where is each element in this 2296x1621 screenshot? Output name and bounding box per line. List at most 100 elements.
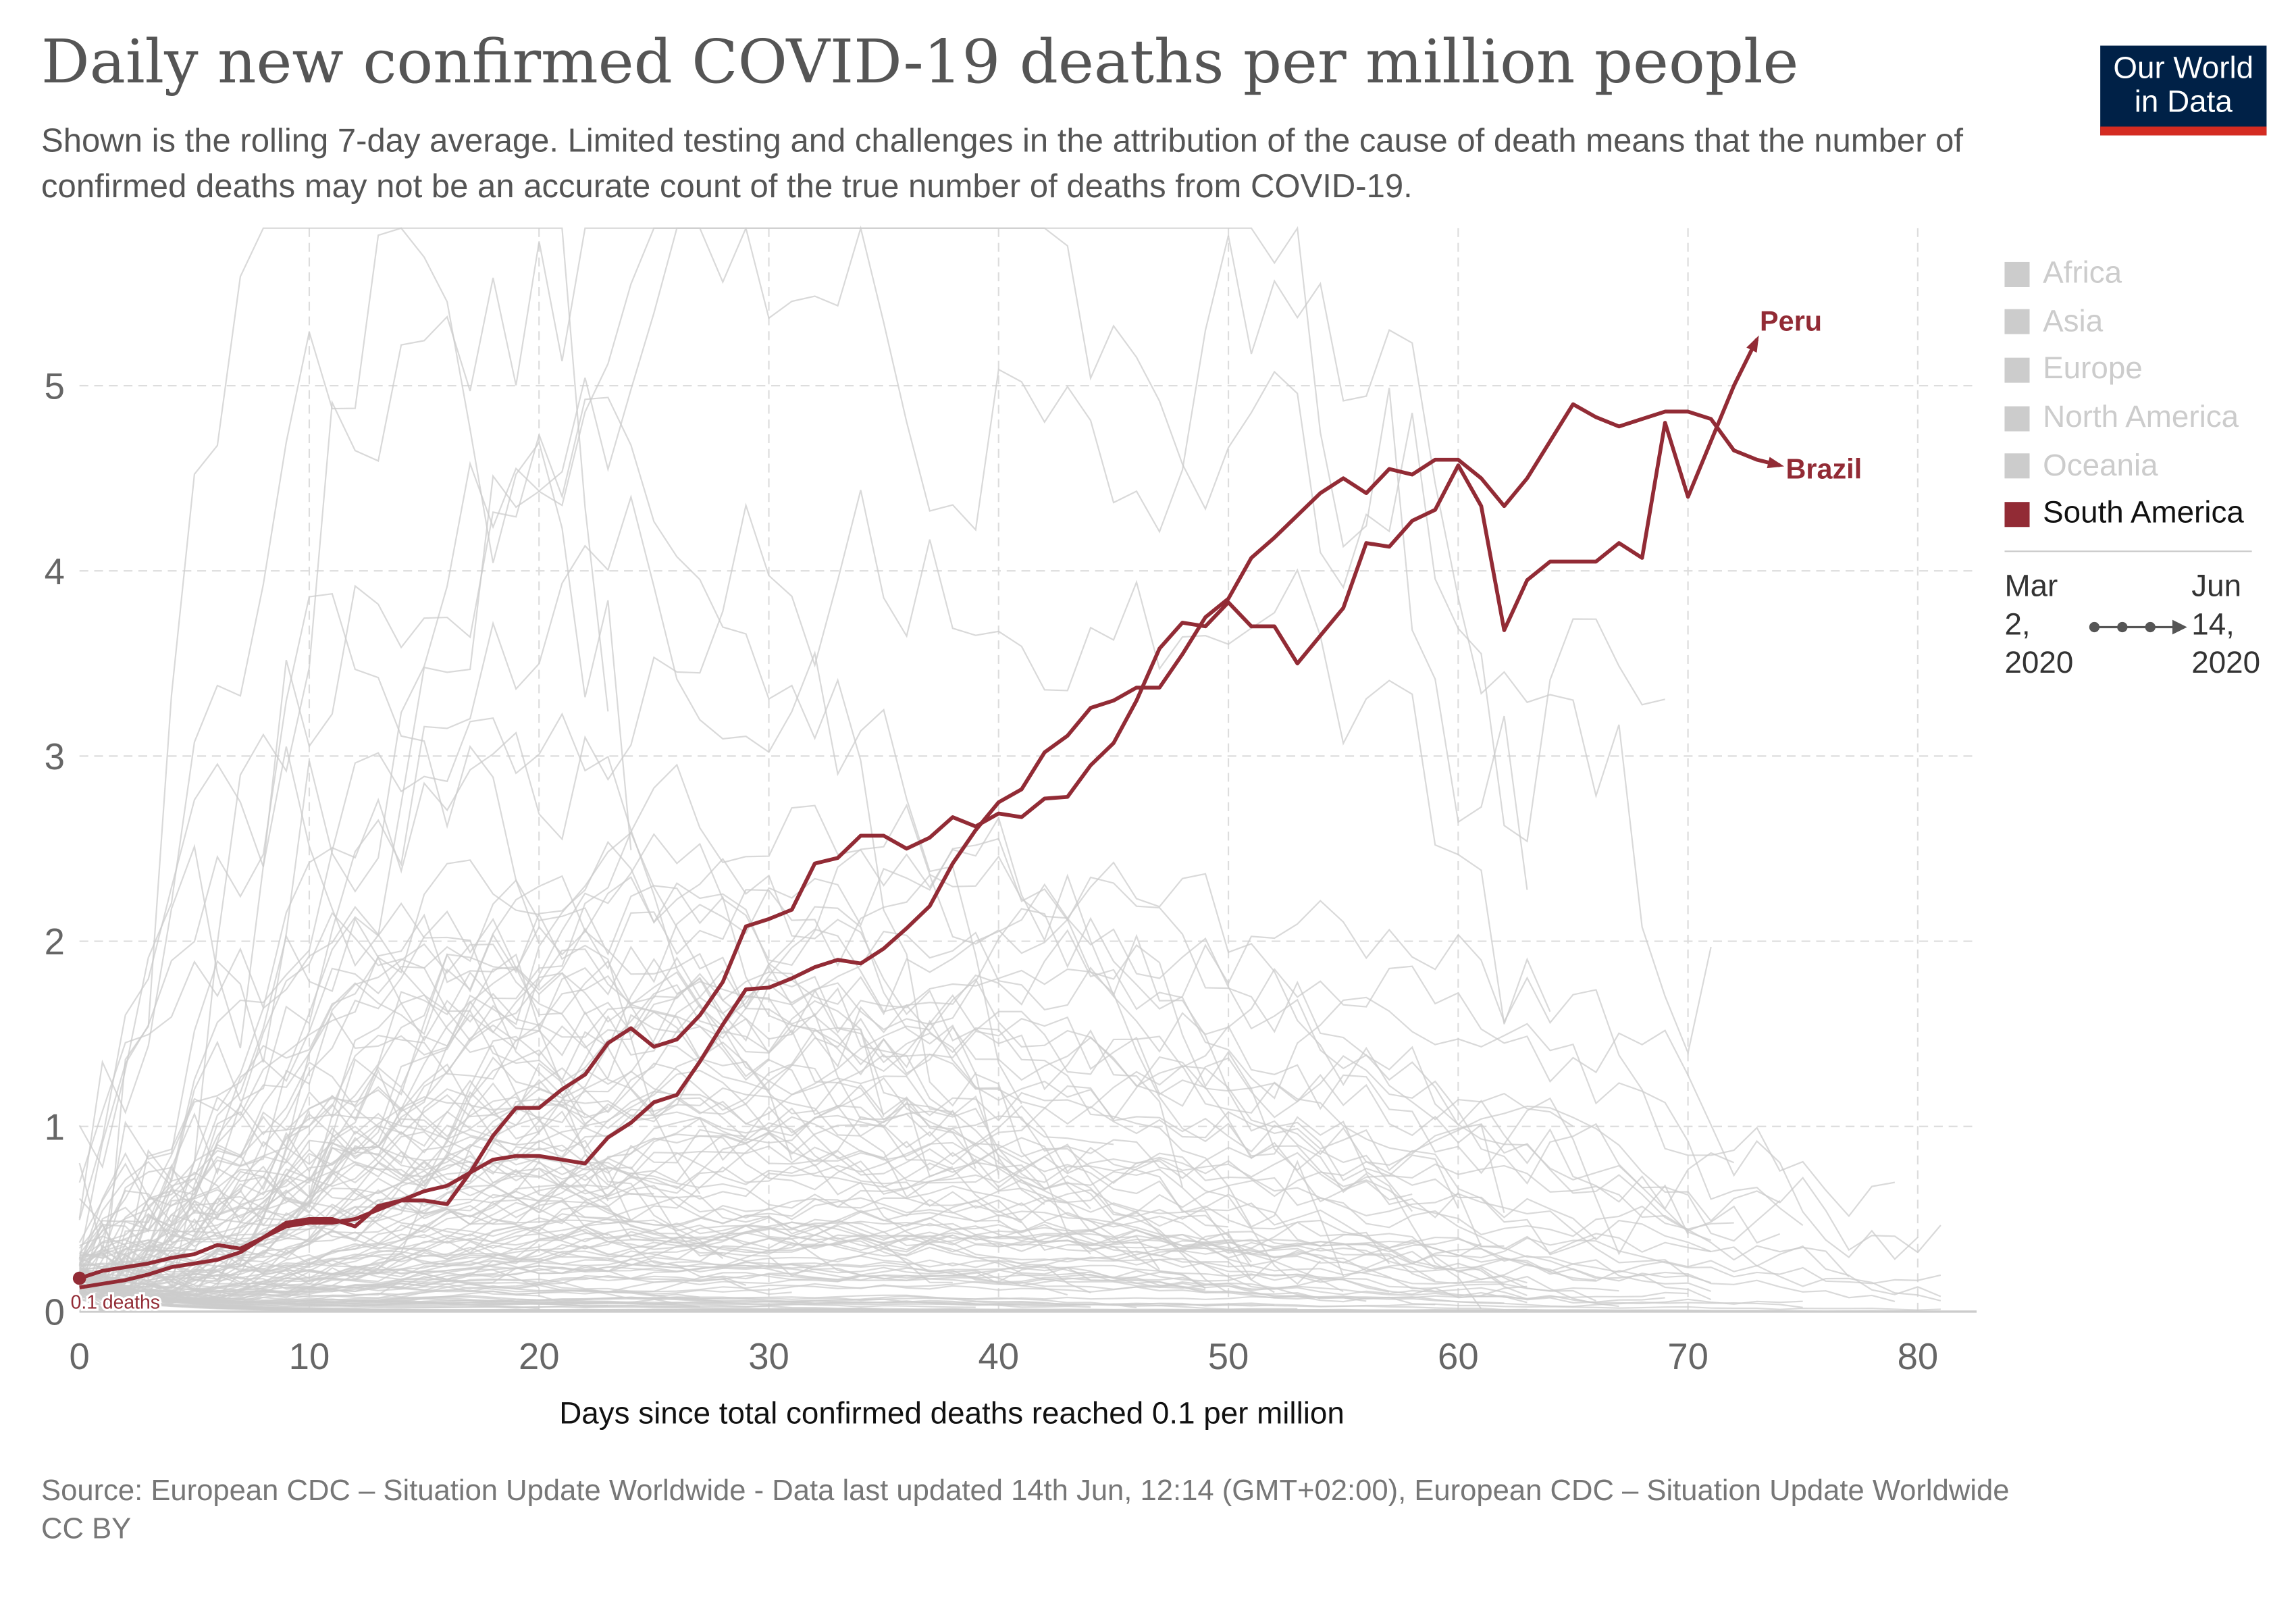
y-tick-label: 4 <box>45 551 65 592</box>
background-country-line <box>79 1087 1229 1293</box>
series-label-peru: Peru <box>1760 305 1822 336</box>
legend-item-south-america[interactable]: South America <box>2004 490 2251 538</box>
x-tick-label: 30 <box>748 1336 789 1377</box>
legend-label: Africa <box>2043 256 2122 291</box>
background-country-line <box>79 1223 1711 1304</box>
y-tick-label: 5 <box>45 366 65 407</box>
background-country-line <box>79 910 793 1270</box>
background-country-line <box>78 906 540 1268</box>
series-arrow-icon <box>1767 457 1785 469</box>
license-link[interactable]: CC BY <box>41 1513 132 1546</box>
legend-swatch <box>2004 501 2030 527</box>
timeline-arrow-icon[interactable] <box>2087 613 2191 642</box>
x-axis-title: Days since total confirmed deaths reache… <box>559 1397 1345 1431</box>
background-country-line <box>78 875 976 1249</box>
background-country-line <box>79 1231 1206 1289</box>
background-country-lines <box>78 225 1941 1313</box>
background-country-line <box>79 1199 1941 1304</box>
background-country-line <box>78 494 1022 1270</box>
background-country-line <box>78 1064 1941 1313</box>
background-country-line <box>79 1221 1619 1311</box>
background-country-line <box>79 1220 1344 1295</box>
background-country-line <box>79 1131 654 1298</box>
timeline-start[interactable]: Mar 2, 2020 <box>2004 569 2074 680</box>
background-country-line <box>79 1265 540 1289</box>
background-country-line <box>78 1143 1850 1287</box>
y-tick-label: 1 <box>45 1106 65 1148</box>
background-country-line <box>78 943 655 1266</box>
background-country-line <box>79 1237 1941 1302</box>
background-country-line <box>79 883 1735 1265</box>
background-country-line <box>79 712 770 1313</box>
background-country-line <box>79 1234 1528 1299</box>
x-tick-label: 0 <box>70 1336 90 1377</box>
legend: Africa Asia Europe North America Oceania Sout… <box>2004 251 2252 567</box>
legend-item-asia[interactable]: Asia <box>2004 299 2251 346</box>
logo-line-1: Our World <box>2113 51 2254 86</box>
legend-item-europe[interactable]: Europe <box>2004 346 2251 394</box>
chart-subtitle: Shown is the rolling 7-day average. Limi… <box>41 122 1964 205</box>
owid-logo[interactable]: Our World in Data <box>2100 45 2267 136</box>
background-country-line <box>78 859 701 1266</box>
legend-label: Europe <box>2043 352 2143 387</box>
start-annotation: 0.1 deaths <box>71 1292 160 1314</box>
legend-label: North America <box>2043 400 2239 435</box>
x-tick-label: 40 <box>978 1336 1019 1377</box>
legend-item-oceania[interactable]: Oceania <box>2004 442 2251 490</box>
background-country-line <box>79 1143 723 1281</box>
background-country-line <box>78 879 885 1288</box>
logo-line-2: in Data <box>2134 85 2233 120</box>
background-country-line <box>78 913 609 1284</box>
legend-label: South America <box>2043 496 2244 531</box>
background-country-line <box>79 831 954 1277</box>
x-tick-label: 70 <box>1667 1336 1708 1377</box>
background-country-line <box>79 803 1574 1258</box>
y-tick-label: 0 <box>45 1292 65 1333</box>
chart-title: Daily new confirmed COVID-19 deaths per … <box>41 26 1799 97</box>
background-country-line <box>78 227 1665 1219</box>
legend-item-north-america[interactable]: North America <box>2004 394 2251 442</box>
legend-item-africa[interactable]: Africa <box>2004 251 2251 299</box>
legend-label: Asia <box>2043 304 2104 339</box>
background-country-line <box>78 396 999 1220</box>
background-country-line <box>79 873 1413 1287</box>
x-tick-label: 80 <box>1898 1336 1939 1377</box>
background-country-line <box>79 1006 1022 1277</box>
source-note: Source: European CDC – Situation Update … <box>41 1474 2010 1508</box>
background-country-line <box>79 857 1184 1313</box>
series-line-brazil <box>79 402 1781 1289</box>
y-tick-label: 3 <box>45 736 65 777</box>
background-country-line <box>79 1275 1091 1308</box>
background-country-line <box>79 1075 1252 1270</box>
legend-swatch <box>2004 453 2030 479</box>
legend-label: Oceania <box>2043 448 2158 483</box>
background-country-line <box>79 227 609 1313</box>
footer: Source: European CDC – Situation Update … <box>41 1472 2160 1549</box>
background-country-line <box>79 1257 1619 1297</box>
background-country-line <box>79 1275 608 1308</box>
background-country-line <box>78 227 632 1169</box>
background-country-line <box>79 1282 1803 1308</box>
legend-swatch <box>2004 261 2030 287</box>
background-country-line <box>78 763 1505 1297</box>
series-line-peru <box>78 338 1759 1281</box>
y-tick-label: 2 <box>45 921 65 962</box>
background-country-line <box>79 1124 1734 1282</box>
background-country-line <box>79 1016 1413 1313</box>
legend-swatch <box>2004 357 2030 383</box>
start-dot <box>72 1271 86 1285</box>
background-country-line <box>79 1293 1160 1312</box>
background-country-line <box>79 1041 1596 1285</box>
legend-swatch <box>2004 405 2030 431</box>
timeline-end[interactable]: Jun 14, 2020 <box>2191 569 2261 680</box>
legend-swatch <box>2004 309 2030 335</box>
background-country-line <box>79 1216 1712 1296</box>
series-arrow-icon <box>1746 335 1759 353</box>
background-country-line <box>78 1063 632 1261</box>
background-country-line <box>78 490 1551 1183</box>
x-tick-label: 50 <box>1208 1336 1249 1377</box>
series-label-brazil: Brazil <box>1785 454 1862 485</box>
background-country-line <box>79 1223 1896 1302</box>
